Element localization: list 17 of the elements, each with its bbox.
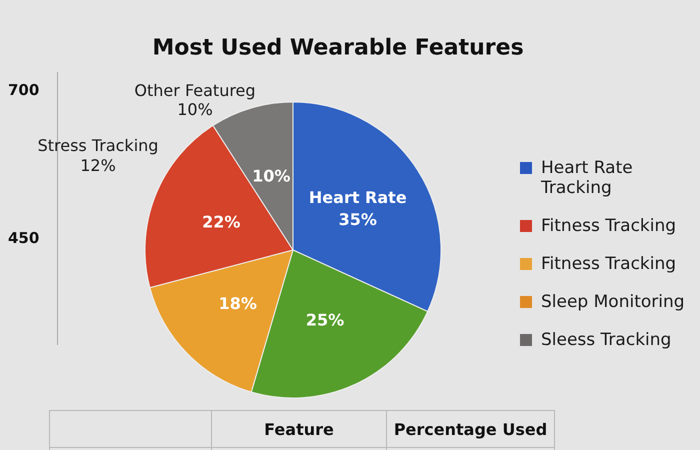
chart-title: Most Used Wearable Features [152, 36, 524, 60]
data-label: 35% [338, 210, 377, 229]
data-label: 22% [202, 212, 240, 232]
category-label: Fitness Tracking [541, 216, 678, 236]
category-label: Heart Rate Tracking [541, 158, 634, 198]
category-label: Sleess Tracking [541, 330, 672, 350]
text: 700 [8, 81, 40, 99]
data-label: 10% [252, 166, 290, 186]
category-label: Fitness Tracking [541, 254, 678, 274]
text: 450 [8, 229, 40, 247]
data-label: 25% [306, 310, 344, 330]
text: Other Featureg 10% [133, 81, 257, 119]
slice-label: Heart Rate [308, 188, 407, 207]
table: Feature Percentage Used [49, 410, 557, 450]
data-label: 18% [218, 294, 257, 314]
category-label: Sleep Monitoring [541, 292, 686, 312]
text: Stress Tracking 12% [36, 136, 160, 176]
